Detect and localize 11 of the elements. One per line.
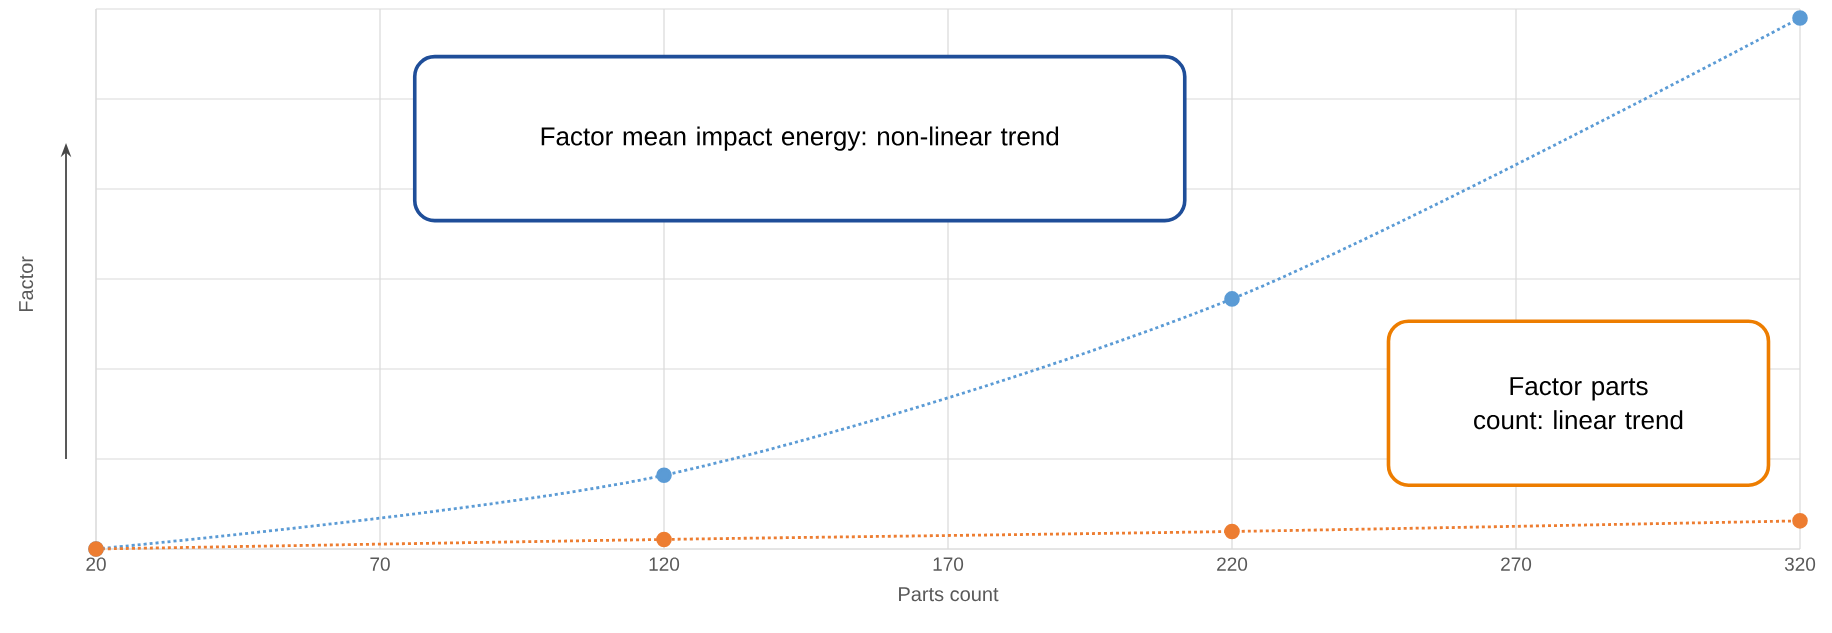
- x-tick-label: 20: [86, 557, 106, 571]
- annotation: Factor parts count: linear trend: [1474, 377, 1683, 430]
- x-tick-label: 120: [649, 557, 680, 571]
- x-tick-label: 70: [370, 557, 390, 571]
- x-axis-title: Parts count: [899, 587, 999, 602]
- y-axis-title: Factor: [19, 256, 34, 312]
- x-tick-label: 220: [1217, 557, 1248, 571]
- x-tick-label: 320: [1784, 557, 1816, 571]
- x-tick-label: 170: [933, 557, 964, 571]
- annotation: Factor mean impact energy: non-linear trend: [541, 126, 1059, 151]
- x-tick-label: 270: [1501, 557, 1532, 571]
